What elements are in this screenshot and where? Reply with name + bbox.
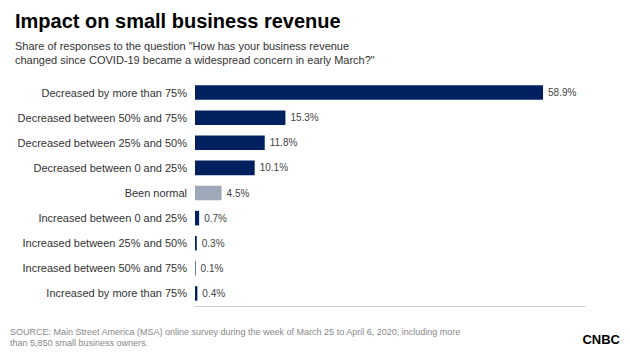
svg-text:Share of responses to the ques: Share of responses to the question "How …	[15, 40, 349, 52]
svg-text:0.3%: 0.3%	[202, 238, 225, 249]
svg-text:Increased between 25% and 50%: Increased between 25% and 50%	[22, 237, 187, 249]
svg-text:Decreased between 0 and 25%: Decreased between 0 and 25%	[34, 162, 188, 174]
svg-text:0.4%: 0.4%	[202, 288, 225, 299]
svg-text:CNBC: CNBC	[582, 332, 620, 347]
svg-text:Increased between 0 and 25%: Increased between 0 and 25%	[38, 212, 187, 224]
svg-text:Increased between 50% and 75%: Increased between 50% and 75%	[22, 262, 187, 274]
svg-text:4.5%: 4.5%	[227, 188, 250, 199]
svg-text:11.8%: 11.8%	[270, 137, 298, 148]
svg-text:Decreased by more than 75%: Decreased by more than 75%	[41, 87, 187, 99]
svg-text:0.1%: 0.1%	[201, 263, 224, 274]
svg-text:15.3%: 15.3%	[290, 112, 318, 123]
svg-text:58.9%: 58.9%	[548, 87, 576, 98]
svg-text:Decreased between 25% and 50%: Decreased between 25% and 50%	[18, 137, 188, 149]
svg-text:10.1%: 10.1%	[260, 162, 288, 173]
svg-text:0.7%: 0.7%	[204, 213, 227, 224]
svg-text:SOURCE: Main Street America (M: SOURCE: Main Street America (MSA) online…	[10, 327, 460, 337]
svg-text:Decreased between 50% and 75%: Decreased between 50% and 75%	[18, 112, 188, 124]
svg-text:than 5,850 small business owne: than 5,850 small business owners.	[10, 338, 148, 348]
svg-text:Been normal: Been normal	[125, 187, 187, 199]
svg-text:Increased by more than 75%: Increased by more than 75%	[46, 287, 187, 299]
svg-text:changed since COVID-19 became: changed since COVID-19 became a widespre…	[15, 54, 375, 66]
svg-text:Impact on small business reven: Impact on small business revenue	[15, 10, 341, 32]
